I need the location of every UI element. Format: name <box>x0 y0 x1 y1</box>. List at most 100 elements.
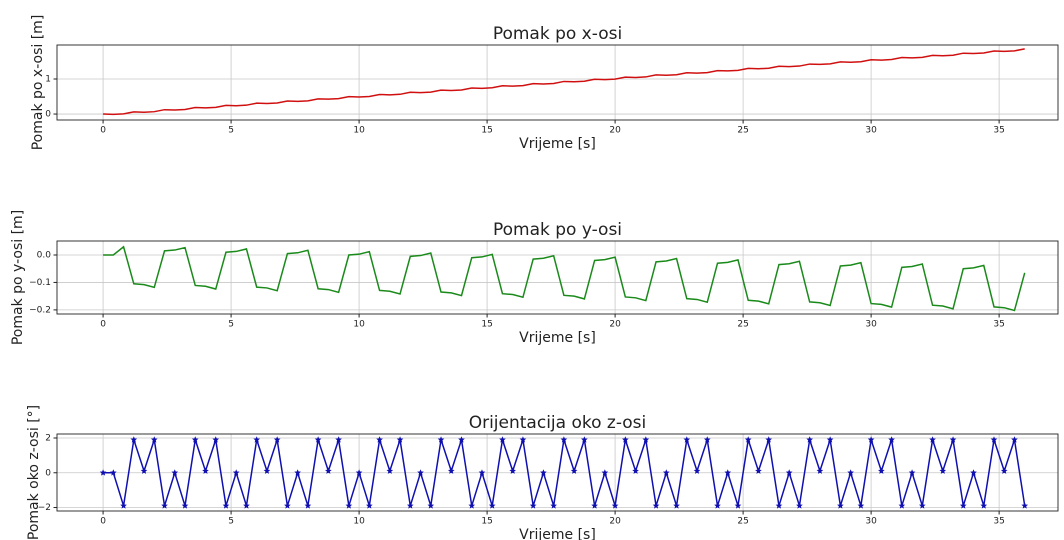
y-tick-label: −0.1 <box>29 278 51 288</box>
star-marker <box>519 436 527 443</box>
star-marker <box>785 469 793 476</box>
star-marker <box>437 436 445 443</box>
x-tick-label: 30 <box>865 126 877 136</box>
data-line <box>103 48 1025 116</box>
y-tick-label: −0.2 <box>29 305 51 315</box>
star-marker <box>878 467 885 474</box>
x-tick-label: 0 <box>100 320 106 330</box>
star-marker <box>478 469 486 476</box>
star-marker <box>314 436 322 443</box>
x-axis-label: Vrijeme [s] <box>519 330 596 346</box>
star-marker <box>632 467 639 474</box>
y-axis-label: Pomak oko z-osi [°] <box>26 405 42 540</box>
star-marker <box>284 502 291 509</box>
star-marker <box>724 469 732 476</box>
y-axis-label: Pomak po y-osi [m] <box>10 210 26 345</box>
star-marker <box>611 502 619 509</box>
star-marker <box>857 502 865 509</box>
x-tick-label: 30 <box>865 320 877 330</box>
star-marker <box>949 436 957 443</box>
star-marker <box>130 436 138 443</box>
star-marker <box>191 436 199 443</box>
star-marker <box>550 502 557 509</box>
y-tick-label: 0.0 <box>37 250 52 260</box>
x-axis-label: Vrijeme [s] <box>519 527 596 540</box>
star-marker <box>253 436 261 443</box>
star-marker <box>529 502 537 509</box>
star-marker <box>683 436 691 443</box>
star-marker <box>499 436 506 443</box>
star-marker <box>570 467 578 474</box>
star-marker <box>980 502 988 509</box>
x-tick-label: 35 <box>993 320 1004 330</box>
x-tick-label: 15 <box>481 320 492 330</box>
x-tick-label: 25 <box>737 126 748 136</box>
x-tick-label: 25 <box>737 517 748 527</box>
y-tick-label: 2 <box>45 433 51 443</box>
x-axis-label: Vrijeme [s] <box>519 136 596 152</box>
star-marker <box>488 502 496 509</box>
star-marker <box>867 436 875 443</box>
data-line <box>103 245 1026 312</box>
star-marker <box>693 467 701 474</box>
star-marker <box>806 436 813 443</box>
star-marker <box>212 436 220 443</box>
star-marker <box>755 467 762 474</box>
star-marker <box>1000 467 1008 474</box>
y-tick-label: 0 <box>45 110 51 120</box>
star-marker <box>232 469 240 476</box>
star-marker <box>591 502 598 509</box>
star-marker <box>468 502 476 509</box>
x-tick-label: 15 <box>481 517 492 527</box>
star-marker <box>417 469 424 476</box>
y-tick-label: −2 <box>38 503 51 513</box>
star-marker <box>171 469 179 476</box>
axes-frame <box>56 240 1059 315</box>
x-tick-label: 30 <box>865 517 877 527</box>
chart-title: Orijentacija oko z-osi <box>469 413 647 433</box>
star-marker <box>560 436 568 443</box>
star-marker <box>222 502 230 509</box>
star-marker <box>796 502 803 509</box>
star-marker <box>816 467 824 474</box>
star-marker <box>652 502 660 509</box>
star-marker <box>273 436 281 443</box>
x-tick-label: 35 <box>993 126 1004 136</box>
star-marker <box>161 502 168 509</box>
star-marker <box>263 467 271 474</box>
star-marker <box>888 436 895 443</box>
x-tick-label: 35 <box>993 517 1004 527</box>
star-marker <box>622 436 629 443</box>
x-tick-label: 20 <box>609 126 621 136</box>
star-marker <box>447 467 455 474</box>
axes-frame <box>56 44 1059 121</box>
star-marker <box>939 467 947 474</box>
star-marker <box>918 502 926 509</box>
star-marker <box>427 502 435 509</box>
star-marker <box>150 436 158 443</box>
star-marker <box>458 436 465 443</box>
x-tick-label: 25 <box>737 320 748 330</box>
star-marker <box>140 467 148 474</box>
star-marker <box>386 467 394 474</box>
x-tick-label: 5 <box>228 517 234 527</box>
star-marker <box>109 469 117 476</box>
star-marker <box>898 502 906 509</box>
star-marker <box>581 436 588 443</box>
star-marker <box>847 469 854 476</box>
star-marker <box>243 502 250 509</box>
x-tick-label: 20 <box>609 517 621 527</box>
star-marker <box>120 502 127 509</box>
star-marker <box>304 502 312 509</box>
star-marker <box>396 436 404 443</box>
x-tick-label: 10 <box>353 320 365 330</box>
y-tick-label: 1 <box>45 74 51 84</box>
star-marker <box>181 502 189 509</box>
star-marker <box>345 502 353 509</box>
x-tick-label: 5 <box>228 320 234 330</box>
star-marker <box>929 436 936 443</box>
star-marker <box>99 469 107 476</box>
star-marker <box>642 436 650 443</box>
x-tick-label: 20 <box>609 320 621 330</box>
